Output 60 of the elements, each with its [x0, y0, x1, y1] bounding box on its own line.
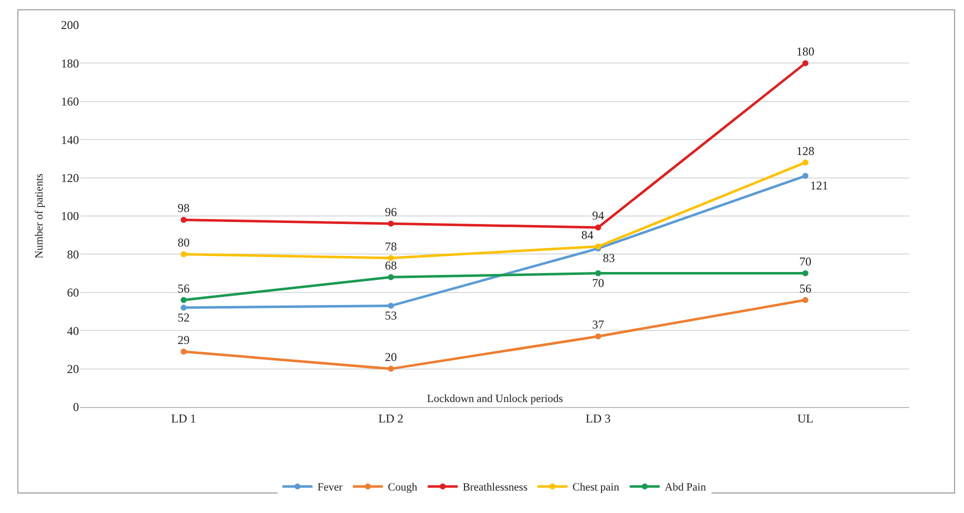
x-tick-label: LD 2 [378, 411, 404, 426]
y-tick-label: 40 [67, 324, 79, 338]
data-label: 70 [799, 254, 812, 269]
point [180, 251, 187, 258]
y-tick-label: 20 [67, 362, 79, 376]
data-label: 52 [178, 310, 190, 324]
x-axis-title: Lockdown and Unlock periods [427, 393, 563, 405]
data-label: 78 [384, 239, 397, 254]
data-label: 68 [384, 258, 397, 272]
point [802, 60, 808, 66]
y-tick-label: 120 [61, 171, 79, 185]
data-label: 96 [384, 204, 397, 219]
data-label: 128 [796, 144, 814, 158]
legend-label: Fever [318, 482, 343, 494]
y-tick-label: 180 [61, 56, 79, 70]
data-label: 98 [178, 201, 190, 216]
data-label: 83 [602, 251, 615, 266]
data-label: 29 [178, 332, 190, 347]
legend-label: Breathlessness [462, 482, 528, 494]
data-label: 70 [592, 276, 604, 290]
data-label: 53 [384, 308, 397, 323]
y-tick-label: 0 [73, 400, 79, 414]
point [802, 160, 808, 166]
legend-label: Abd Pain [664, 482, 706, 494]
y-tick-label: 140 [61, 132, 79, 147]
data-label: 37 [592, 318, 604, 332]
point [180, 297, 187, 304]
data-label: 180 [796, 44, 814, 58]
point [388, 366, 394, 372]
data-label: 56 [799, 281, 812, 296]
data-label: 80 [178, 235, 190, 250]
point [180, 216, 187, 223]
point [180, 348, 187, 355]
y-tick-label: 100 [61, 209, 79, 224]
legend-label: Chest pain [572, 482, 620, 494]
point [595, 270, 602, 276]
point [595, 224, 602, 230]
point [802, 172, 808, 179]
data-label: 20 [384, 350, 397, 364]
point [388, 302, 394, 309]
point [802, 297, 808, 304]
data-label: 94 [592, 208, 604, 223]
y-axis-title: Number of patients [34, 174, 46, 258]
point [595, 333, 602, 340]
x-tick-label: LD 3 [586, 411, 611, 426]
point [388, 220, 394, 227]
x-tick-label: LD 1 [171, 411, 196, 426]
point [388, 274, 394, 280]
point [388, 255, 394, 262]
data-label: 56 [178, 281, 190, 296]
y-tick-label: 60 [67, 286, 79, 300]
legend-label: Cough [388, 482, 418, 494]
y-tick-label: 160 [61, 94, 79, 109]
y-tick-label: 80 [67, 247, 79, 262]
data-label: 84 [581, 228, 594, 242]
x-tick-label: UL [797, 411, 814, 426]
point [802, 270, 808, 276]
data-label: 121 [810, 178, 828, 193]
y-tick-label: 200 [61, 18, 79, 32]
point [180, 304, 187, 311]
